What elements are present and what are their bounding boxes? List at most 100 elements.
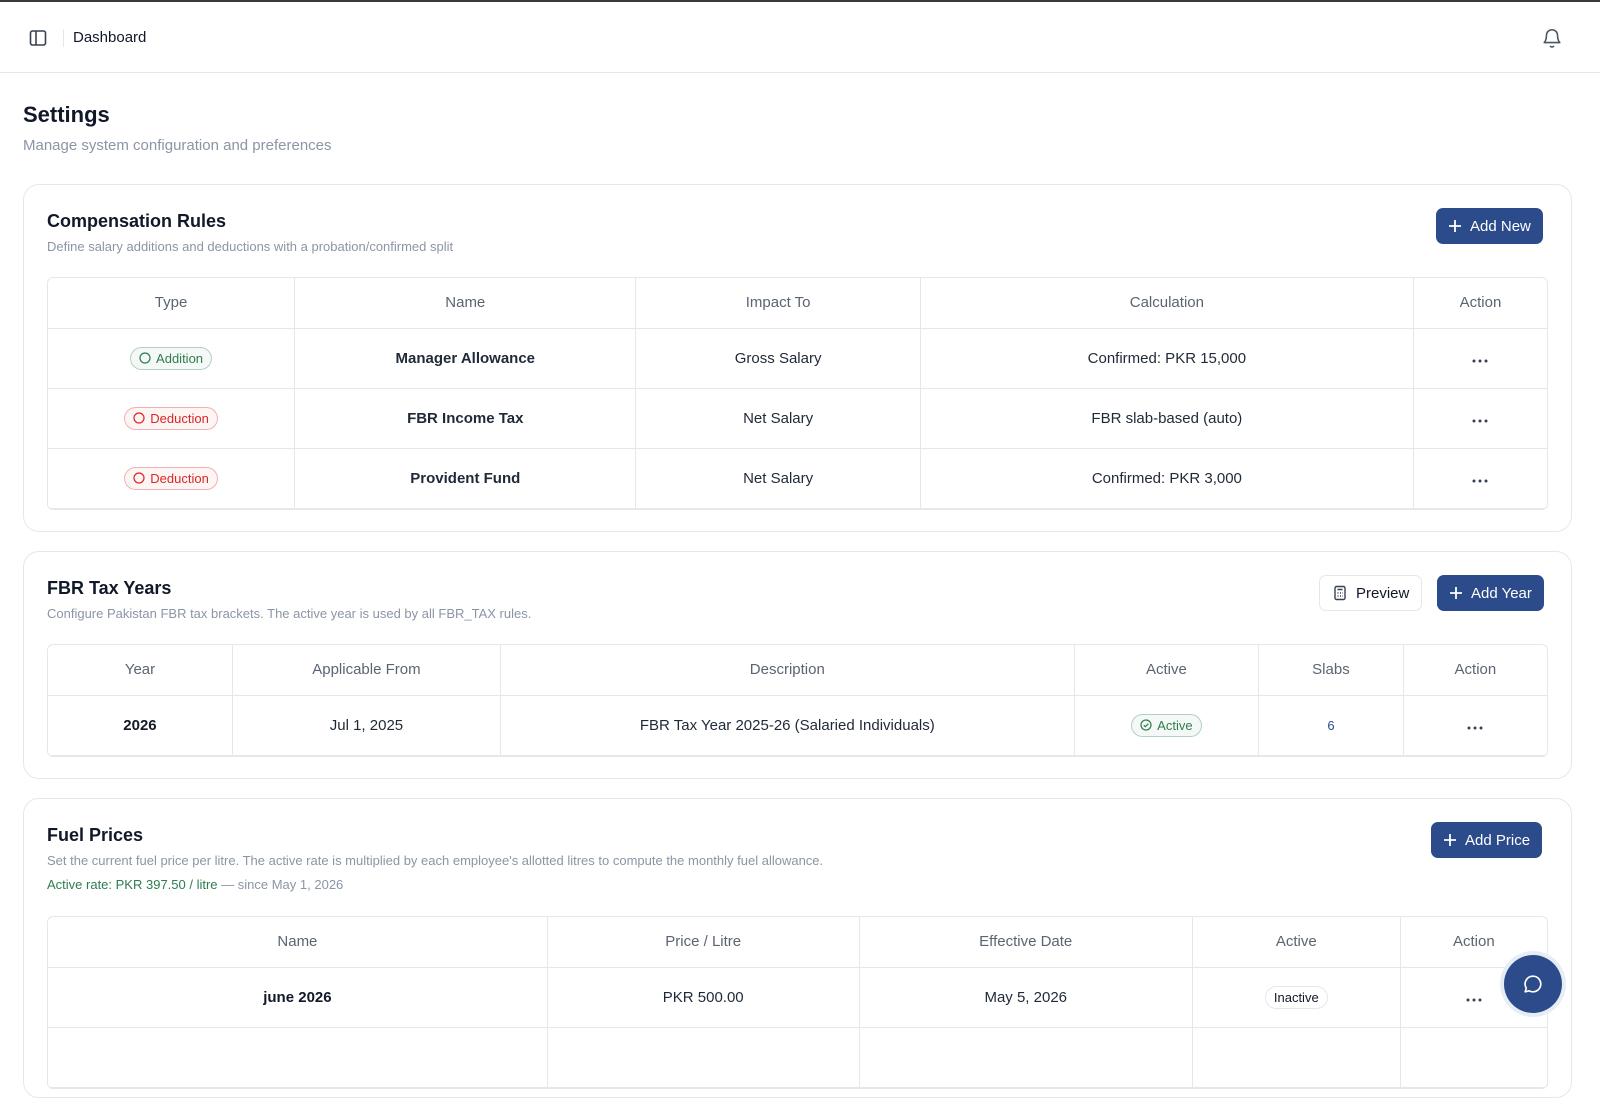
table-cell: FBR slab-based (auto) (920, 388, 1414, 449)
table-cell: FBR Tax Year 2025-26 (Salaried Individua… (500, 695, 1075, 756)
column-header: Year (48, 645, 233, 696)
table-cell: FBR Income Tax (294, 388, 637, 449)
table: Year Applicable From Description Active Slab… (48, 645, 1547, 756)
table-cell: Confirmed: PKR 3,000 (920, 448, 1414, 509)
badge-label: Deduction (150, 410, 209, 426)
table: Name Price / Litre Effective Date Active Act… (48, 917, 1547, 1088)
more-icon[interactable] (1467, 726, 1483, 730)
column-header: Type (48, 278, 296, 329)
status-badge: Inactive (1264, 985, 1328, 1009)
tax-years-table: Year Applicable From Description Active Slab… (47, 644, 1548, 757)
action-cell (1413, 448, 1547, 509)
table-row: 2026 Jul 1, 2025 FBR Tax Year 2025-26 (Sal… (48, 695, 1547, 756)
column-header: Effective Date (859, 917, 1193, 968)
notifications[interactable] (1541, 27, 1563, 49)
table-cell (547, 1027, 860, 1088)
table-cell: Net Salary (635, 388, 921, 449)
column-header: Active (1192, 917, 1401, 968)
table-cell: 2026 (48, 695, 233, 756)
column-header: Active (1074, 645, 1260, 696)
table-cell: Inactive (1192, 967, 1401, 1028)
column-header: Impact To (635, 278, 921, 329)
more-icon[interactable] (1466, 998, 1482, 1002)
separator (63, 29, 64, 47)
action-cell (1403, 695, 1547, 756)
header-row: Name Price / Litre Effective Date Active Act… (48, 917, 1547, 968)
sidebar-toggle[interactable] (29, 29, 47, 47)
chat-button[interactable] (1504, 955, 1562, 1013)
column-header: Action (1413, 278, 1547, 329)
add-new-button[interactable]: Add New (1436, 208, 1543, 244)
table: Type Name Impact To Calculation Action Additi… (48, 278, 1547, 509)
breadcrumb: Dashboard (73, 29, 147, 46)
more-icon[interactable] (1472, 479, 1488, 483)
column-header: Slabs (1258, 645, 1404, 696)
column-header: Calculation (920, 278, 1414, 329)
table-cell (1400, 1027, 1547, 1088)
button-label: Add Price (1465, 831, 1531, 849)
table-row: Deduction FBR Income Tax Net Salary FBR sla… (48, 388, 1547, 449)
table-cell: Net Salary (635, 448, 921, 509)
active-rate-value: Active rate: PKR 397.50 / litre (47, 877, 218, 892)
table-cell (48, 1027, 548, 1088)
card-description: Set the current fuel price per litre. Th… (47, 853, 824, 868)
table-cell: May 5, 2026 (859, 967, 1193, 1028)
button-label: Preview (1356, 584, 1410, 602)
action-cell (1413, 388, 1547, 449)
badge-label: Addition (156, 350, 204, 366)
table-cell: Deduction (48, 388, 296, 449)
table-row (48, 1027, 1547, 1088)
button-label: Add New (1470, 217, 1531, 235)
table-row: june 2026 PKR 500.00 May 5, 2026 Inactive (48, 967, 1547, 1028)
status-badge: Active (1131, 713, 1202, 737)
active-rate-since: — since May 1, 2026 (221, 877, 344, 892)
compensation-table: Type Name Impact To Calculation Action Additi… (47, 277, 1548, 510)
button-label: Add Year (1471, 584, 1532, 602)
add-year-button[interactable]: Add Year (1437, 575, 1544, 611)
table-cell: Gross Salary (635, 328, 921, 389)
fuel-table: Name Price / Litre Effective Date Active Act… (47, 916, 1548, 1089)
tax-years-card: FBR Tax Years Configure Pakistan FBR tax… (23, 551, 1572, 779)
header-row: Year Applicable From Description Active Slab… (48, 645, 1547, 696)
badge-label: Active (1157, 717, 1193, 733)
table-row: Deduction Provident Fund Net Salary Confirm… (48, 448, 1547, 509)
header-row: Type Name Impact To Calculation Action (48, 278, 1547, 329)
badge-label: Deduction (150, 470, 209, 486)
top-bar: Dashboard (0, 0, 1600, 73)
more-icon[interactable] (1472, 419, 1488, 423)
table-cell: Jul 1, 2025 (232, 695, 501, 756)
table-cell: Confirmed: PKR 15,000 (920, 328, 1414, 389)
status-badge: Addition (130, 346, 213, 370)
table-cell: PKR 500.00 (547, 967, 860, 1028)
card-title: Compensation Rules (47, 211, 227, 231)
status-badge: Deduction (124, 466, 218, 490)
table-cell: Active (1074, 695, 1260, 756)
column-header: Name (48, 917, 548, 968)
more-icon[interactable] (1472, 359, 1488, 363)
fuel-card: Fuel Prices Set the current fuel price p… (23, 798, 1572, 1098)
action-cell (1413, 328, 1547, 389)
table-cell: Deduction (48, 448, 296, 509)
table-cell (1192, 1027, 1401, 1088)
page-subtitle: Manage system configuration and preferen… (23, 137, 332, 154)
card-description: Define salary additions and deductions w… (47, 239, 454, 254)
status-badge: Deduction (124, 406, 218, 430)
card-title: FBR Tax Years (47, 578, 172, 598)
column-header: Name (294, 278, 637, 329)
table-cell: 6 (1258, 695, 1404, 756)
add-price-button[interactable]: Add Price (1431, 822, 1543, 858)
column-header: Description (500, 645, 1075, 696)
table-cell: Manager Allowance (294, 328, 637, 389)
card-title: Fuel Prices (47, 825, 144, 845)
preview-button[interactable]: Preview (1319, 575, 1423, 611)
table-cell: Addition (48, 328, 296, 389)
table-cell: Provident Fund (294, 448, 637, 509)
table-row: Addition Manager Allowance Gross Salary Con… (48, 328, 1547, 389)
card-description: Configure Pakistan FBR tax brackets. The… (47, 606, 532, 621)
table-cell: june 2026 (48, 967, 548, 1028)
compensation-card: Compensation Rules Define salary additio… (23, 184, 1572, 532)
column-header: Price / Litre (547, 917, 860, 968)
column-header: Applicable From (232, 645, 501, 696)
table-cell (859, 1027, 1193, 1088)
